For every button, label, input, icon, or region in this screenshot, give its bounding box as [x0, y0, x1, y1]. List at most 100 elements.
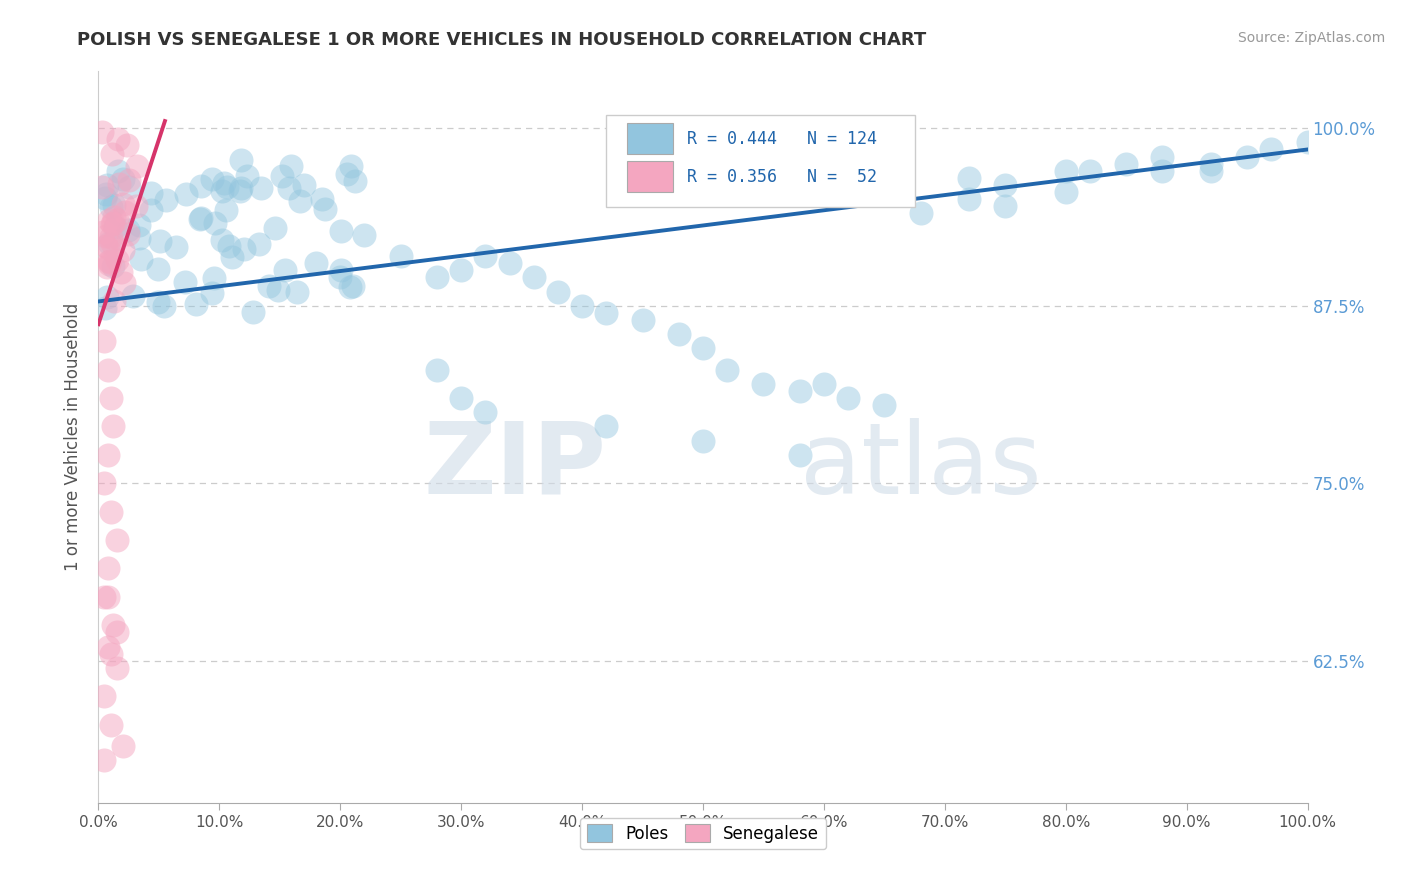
Point	[165, 240, 187, 254]
Point	[100, 391, 122, 405]
Point	[107, 163, 129, 178]
Point	[716, 362, 738, 376]
Point	[305, 256, 328, 270]
Point	[1054, 163, 1077, 178]
Point	[97, 257, 120, 271]
Point	[190, 178, 212, 193]
Point	[105, 625, 128, 640]
Point	[389, 249, 412, 263]
FancyBboxPatch shape	[627, 161, 672, 192]
Point	[112, 171, 135, 186]
Point	[211, 234, 233, 248]
Point	[90, 180, 112, 194]
Point	[91, 125, 114, 139]
Point	[97, 362, 120, 376]
Point	[249, 180, 271, 194]
Point	[201, 172, 224, 186]
Point	[274, 263, 297, 277]
Point	[277, 181, 299, 195]
Point	[103, 293, 125, 308]
Point	[186, 297, 208, 311]
Point	[97, 255, 120, 269]
Point	[264, 221, 287, 235]
Legend: Poles, Senegalese: Poles, Senegalese	[581, 818, 825, 849]
Point	[118, 173, 141, 187]
Point	[128, 231, 150, 245]
FancyBboxPatch shape	[627, 123, 672, 154]
Point	[450, 391, 472, 405]
Point	[101, 217, 124, 231]
Point	[121, 289, 143, 303]
Point	[789, 384, 811, 398]
Point	[1260, 143, 1282, 157]
Point	[957, 192, 980, 206]
Point	[173, 275, 195, 289]
Point	[125, 159, 148, 173]
Point	[153, 300, 176, 314]
Point	[813, 376, 835, 391]
Point	[100, 717, 122, 731]
Point	[97, 241, 120, 255]
Text: R = 0.356   N =  52: R = 0.356 N = 52	[688, 168, 877, 186]
Text: POLISH VS SENEGALESE 1 OR MORE VEHICLES IN HOUSEHOLD CORRELATION CHART: POLISH VS SENEGALESE 1 OR MORE VEHICLES …	[77, 31, 927, 49]
Point	[105, 661, 128, 675]
Point	[232, 242, 254, 256]
Point	[523, 270, 546, 285]
Text: ZIP: ZIP	[423, 417, 606, 515]
Point	[204, 216, 226, 230]
Point	[117, 179, 139, 194]
Text: R = 0.444   N = 124: R = 0.444 N = 124	[688, 129, 877, 148]
Point	[190, 211, 212, 225]
Point	[105, 212, 128, 227]
Point	[125, 199, 148, 213]
Point	[96, 290, 118, 304]
Point	[117, 227, 139, 242]
Point	[215, 202, 238, 217]
Point	[97, 236, 120, 251]
Point	[329, 262, 352, 277]
Point	[314, 202, 336, 216]
Point	[111, 739, 134, 753]
Point	[285, 285, 308, 299]
Point	[103, 211, 125, 225]
Point	[342, 279, 364, 293]
Point	[498, 256, 520, 270]
Point	[96, 228, 118, 243]
Point	[97, 640, 120, 654]
Point	[229, 153, 252, 168]
Point	[339, 279, 361, 293]
Point	[97, 561, 120, 575]
Point	[259, 279, 281, 293]
Point	[595, 306, 617, 320]
Point	[474, 405, 496, 419]
Point	[96, 178, 118, 192]
Point	[789, 448, 811, 462]
Point	[139, 186, 162, 201]
Point	[188, 212, 211, 227]
Point	[128, 218, 150, 232]
Point	[94, 191, 117, 205]
Point	[1199, 156, 1222, 170]
Point	[93, 476, 115, 491]
Point	[221, 250, 243, 264]
Point	[1236, 150, 1258, 164]
Point	[93, 690, 115, 704]
Point	[450, 263, 472, 277]
Point	[752, 376, 775, 391]
Point	[1152, 150, 1174, 164]
Point	[97, 212, 120, 227]
Point	[94, 187, 117, 202]
Point	[344, 174, 367, 188]
Point	[1152, 163, 1174, 178]
Point	[201, 285, 224, 300]
Point	[129, 252, 152, 266]
Point	[280, 159, 302, 173]
Point	[994, 199, 1017, 213]
Point	[1296, 136, 1319, 150]
Point	[236, 169, 259, 183]
Point	[148, 262, 170, 277]
Point	[212, 177, 235, 191]
Point	[229, 184, 252, 198]
Point	[93, 590, 115, 604]
Point	[93, 753, 115, 767]
